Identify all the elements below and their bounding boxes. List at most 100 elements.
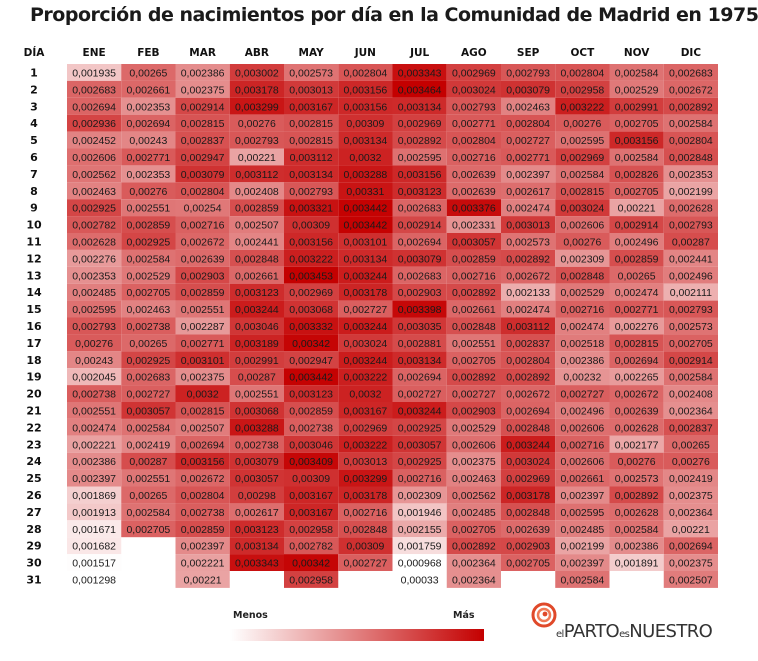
cell-value-label: 0,002551	[235, 389, 279, 401]
cell-value-label: 0,002573	[289, 67, 333, 79]
cell-value-label: 0,003244	[343, 270, 387, 282]
heatmap-cell	[555, 452, 610, 470]
heatmap-cell	[663, 503, 718, 521]
heatmap-cell	[663, 469, 718, 487]
cell-value-label: 0,002628	[615, 507, 659, 519]
cell-value-label: 0,002276	[615, 321, 659, 333]
row-header: 10	[26, 219, 42, 232]
cell-value-label: 0,002265	[615, 372, 659, 384]
cell-value-label: 0,002837	[506, 338, 550, 350]
cell-value-label: 0,002639	[506, 524, 550, 536]
heatmap-cell	[392, 435, 447, 453]
heatmap-cell	[67, 97, 122, 115]
heatmap-cell	[229, 182, 284, 200]
heatmap-cell	[338, 233, 393, 250]
cell-value-label: 0,002661	[560, 473, 604, 485]
heatmap-cell	[67, 537, 122, 555]
cell-value-label: 0,003343	[398, 67, 442, 79]
cell-value-label: 0,002364	[452, 574, 496, 586]
heatmap-cell	[663, 148, 718, 166]
cell-value-label: 0,003442	[343, 220, 387, 232]
cell-value-label: 0,002969	[289, 287, 333, 299]
heatmap-cell	[609, 537, 664, 555]
cell-value-label: 0,003244	[343, 355, 387, 367]
cell-value-label: 0,002727	[398, 389, 442, 401]
cell-value-label: 0,002925	[72, 203, 116, 215]
cell-value-label: 0,002474	[506, 203, 550, 215]
heatmap-cell	[446, 385, 501, 402]
heatmap-cell	[284, 300, 339, 318]
heatmap-cell	[229, 452, 284, 470]
cell-value-label: 0,003299	[235, 101, 279, 113]
cell-value-label: 0,002716	[398, 473, 442, 485]
row-header-dia: DÍA	[24, 46, 46, 59]
heatmap-cell	[121, 266, 176, 284]
logo-text-parto: PARTO	[563, 621, 620, 642]
cell-value-label: 0,002859	[181, 524, 225, 536]
heatmap-cell	[446, 283, 501, 301]
heatmap-cell	[555, 385, 610, 402]
heatmap-cell	[229, 114, 284, 132]
heatmap-cell	[229, 165, 284, 183]
heatmap-cell	[501, 351, 556, 369]
cell-value-label: 0,002903	[181, 270, 225, 282]
row-header: 12	[26, 252, 41, 265]
cell-value-label: 0,003079	[506, 84, 550, 96]
heatmap-cell	[229, 249, 284, 267]
heatmap-cell	[663, 249, 718, 267]
cell-value-label: 0,00033	[401, 574, 439, 586]
logo-text-nuestro: NUESTRO	[629, 621, 713, 642]
heatmap-cell	[392, 486, 447, 504]
cell-value-label: 0,002859	[181, 287, 225, 299]
cell-value-label: 0,003068	[235, 405, 279, 417]
cell-value-label: 0,002463	[72, 186, 116, 198]
cell-value-label: 0,002617	[506, 186, 550, 198]
cell-value-label: 0,002133	[506, 287, 550, 299]
cell-value-label: 0,002364	[452, 558, 496, 570]
cell-value-label: 0,002727	[126, 389, 170, 401]
cell-value-label: 0,002529	[615, 84, 659, 96]
heatmap-cell	[392, 249, 447, 267]
cell-value-label: 0,00342	[292, 558, 330, 570]
heatmap-cell	[555, 148, 610, 166]
cell-value-label: 0,002485	[72, 287, 116, 299]
cell-value-label: 0,002485	[560, 524, 604, 536]
heatmap-cell	[555, 351, 610, 369]
row-header: 28	[26, 523, 41, 536]
cell-value-label: 0,003046	[289, 439, 333, 451]
heatmap-cell	[121, 199, 176, 217]
cell-value-label: 0,002595	[560, 135, 604, 147]
cell-value-label: 0,002606	[560, 456, 604, 468]
row-header: 24	[26, 455, 42, 468]
cell-value-label: 0,003376	[452, 203, 496, 215]
cell-value-label: 0,002694	[398, 372, 442, 384]
heatmap-cell	[284, 486, 339, 504]
cell-value-label: 0,002738	[235, 439, 279, 451]
heatmap-cell	[555, 64, 610, 81]
cell-value-label: 0,00221	[618, 203, 656, 215]
cell-value-label: 0,003178	[343, 287, 387, 299]
legend-high-label: Más	[453, 610, 475, 621]
cell-value-label: 0,002364	[669, 507, 713, 519]
cell-value-label: 0,002969	[398, 118, 442, 130]
heatmap-cell	[501, 334, 556, 352]
heatmap-cell	[121, 385, 176, 402]
cell-value-label: 0,002408	[235, 186, 279, 198]
heatmap-cell	[555, 80, 610, 98]
cell-value-label: 0,003222	[289, 253, 333, 265]
cell-value-label: 0,003134	[235, 541, 279, 553]
heatmap-cell	[121, 351, 176, 369]
cell-value-label: 0,002705	[452, 355, 496, 367]
heatmap-cell	[121, 114, 176, 132]
cell-value-label: 0,003178	[235, 84, 279, 96]
heatmap-cell	[121, 64, 176, 81]
cell-value-label: 0,002892	[615, 490, 659, 502]
row-header: 31	[26, 573, 41, 586]
cell-value-label: 0,002716	[343, 507, 387, 519]
heatmap-cell	[229, 317, 284, 335]
cell-value-label: 0,002892	[506, 253, 550, 265]
heatmap-cell	[663, 402, 718, 419]
row-header: 11	[26, 235, 41, 248]
heatmap-cell	[229, 368, 284, 386]
heatmap-cell	[663, 114, 718, 132]
